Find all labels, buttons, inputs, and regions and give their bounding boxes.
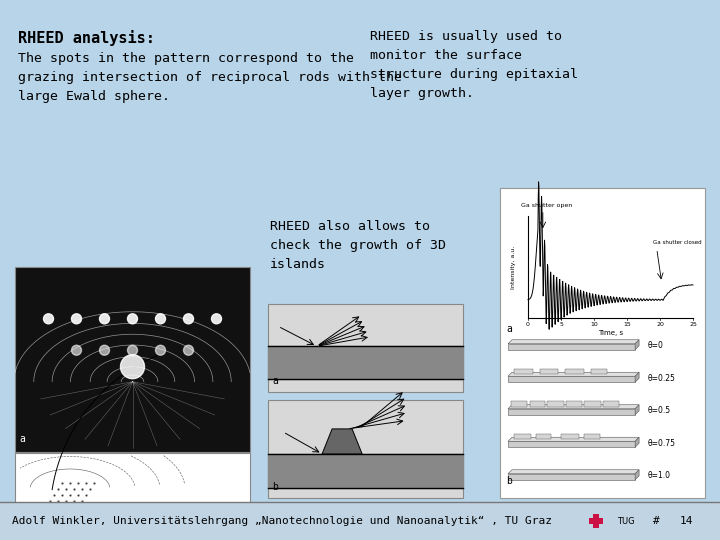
FancyBboxPatch shape xyxy=(15,453,250,527)
Polygon shape xyxy=(547,401,564,407)
Polygon shape xyxy=(508,372,639,376)
Text: Time, s: Time, s xyxy=(598,330,623,336)
Text: Ga shutter closed: Ga shutter closed xyxy=(654,240,702,245)
Circle shape xyxy=(43,314,53,324)
Polygon shape xyxy=(567,401,582,407)
Polygon shape xyxy=(508,474,635,480)
Polygon shape xyxy=(508,470,639,474)
Text: 20: 20 xyxy=(656,322,664,327)
Circle shape xyxy=(127,345,138,355)
Text: b: b xyxy=(506,476,512,486)
Text: RHEED also allows to
check the growth of 3D
islands: RHEED also allows to check the growth of… xyxy=(270,220,446,271)
Polygon shape xyxy=(635,470,639,480)
Polygon shape xyxy=(584,434,600,439)
Polygon shape xyxy=(514,434,531,439)
Text: 14: 14 xyxy=(680,516,693,526)
Text: Intensity, a.u.: Intensity, a.u. xyxy=(511,245,516,289)
Circle shape xyxy=(184,314,194,324)
Text: θ=0.75: θ=0.75 xyxy=(647,438,675,448)
Text: The spots in the pattern correspond to the
grazing intersection of reciprocal ro: The spots in the pattern correspond to t… xyxy=(18,52,402,103)
Text: Ga shutter open: Ga shutter open xyxy=(521,203,572,208)
Text: #: # xyxy=(653,516,660,526)
Text: θ=0.25: θ=0.25 xyxy=(647,374,675,383)
Text: RHEED analysis:: RHEED analysis: xyxy=(18,30,155,46)
Text: a: a xyxy=(272,376,278,386)
Text: TUG: TUG xyxy=(617,516,634,525)
Polygon shape xyxy=(540,369,557,374)
Text: θ=1.0: θ=1.0 xyxy=(647,471,670,480)
Text: a: a xyxy=(506,324,512,334)
FancyBboxPatch shape xyxy=(15,267,250,452)
Circle shape xyxy=(99,345,109,355)
Circle shape xyxy=(99,314,109,324)
Polygon shape xyxy=(635,405,639,415)
Text: 25: 25 xyxy=(689,322,697,327)
Circle shape xyxy=(127,314,138,324)
Polygon shape xyxy=(508,376,635,382)
Polygon shape xyxy=(536,434,552,439)
Circle shape xyxy=(156,345,166,355)
Text: θ=0.5: θ=0.5 xyxy=(647,406,671,415)
FancyBboxPatch shape xyxy=(589,518,603,523)
Text: 0: 0 xyxy=(526,322,530,327)
Polygon shape xyxy=(508,409,635,415)
Polygon shape xyxy=(530,401,545,407)
Circle shape xyxy=(71,345,81,355)
Polygon shape xyxy=(635,372,639,382)
Text: θ=0: θ=0 xyxy=(647,341,663,350)
Circle shape xyxy=(120,355,145,379)
Polygon shape xyxy=(508,405,639,409)
Text: RHEED is usually used to
monitor the surface
structure during epitaxial
layer gr: RHEED is usually used to monitor the sur… xyxy=(370,30,578,100)
Text: 5: 5 xyxy=(559,322,563,327)
Polygon shape xyxy=(510,401,527,407)
FancyBboxPatch shape xyxy=(500,188,705,498)
Polygon shape xyxy=(584,401,600,407)
Polygon shape xyxy=(514,369,534,374)
Text: b: b xyxy=(272,482,278,492)
Text: b: b xyxy=(19,509,25,519)
Circle shape xyxy=(156,314,166,324)
Polygon shape xyxy=(590,369,607,374)
FancyBboxPatch shape xyxy=(593,514,598,528)
Circle shape xyxy=(184,345,194,355)
Polygon shape xyxy=(562,434,579,439)
Text: a: a xyxy=(19,434,25,444)
Text: 10: 10 xyxy=(590,322,598,327)
Polygon shape xyxy=(635,340,639,350)
Polygon shape xyxy=(508,441,635,447)
Polygon shape xyxy=(508,344,635,350)
Polygon shape xyxy=(635,437,639,447)
FancyBboxPatch shape xyxy=(0,502,720,540)
Polygon shape xyxy=(322,429,362,454)
Circle shape xyxy=(212,314,222,324)
Text: Adolf Winkler, Universitätslehrgang „Nanotechnologie und Nanoanalytik“ , TU Graz: Adolf Winkler, Universitätslehrgang „Nan… xyxy=(12,516,552,526)
Polygon shape xyxy=(603,401,618,407)
Polygon shape xyxy=(508,340,639,344)
FancyBboxPatch shape xyxy=(268,304,463,392)
Circle shape xyxy=(71,314,81,324)
FancyBboxPatch shape xyxy=(268,400,463,498)
Polygon shape xyxy=(565,369,584,374)
Text: c: c xyxy=(130,509,136,519)
Polygon shape xyxy=(508,437,639,441)
Text: 15: 15 xyxy=(623,322,631,327)
